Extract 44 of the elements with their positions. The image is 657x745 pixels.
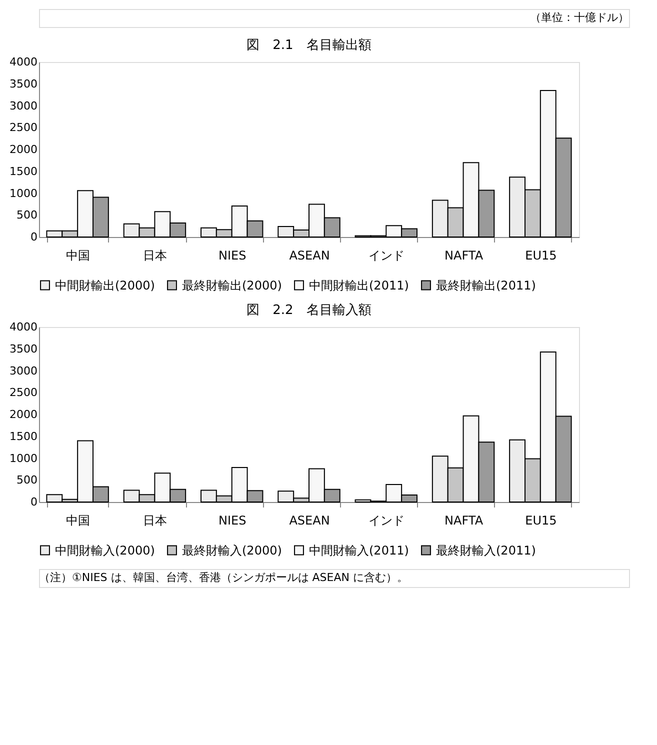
text: （単位：十億ドル）: [530, 11, 629, 24]
y-tick-label: 1500: [10, 430, 38, 443]
text: （注）①NIES は、韓国、台湾、香港（シンガポールは ASEAN に含む）。: [39, 571, 408, 584]
legend-label: 最終財輸出(2011): [436, 278, 536, 292]
y-tick-label: 1000: [10, 452, 38, 465]
legend-label: 最終財輸入(2011): [436, 543, 536, 558]
y-tick-label: 0: [30, 496, 38, 508]
legend-label: 中間財輸入(2000): [55, 543, 155, 558]
y-tick-label: 4000: [10, 56, 38, 68]
x-tick-label: NAFTA: [444, 514, 484, 528]
y-tick-label: 1500: [10, 164, 38, 178]
y-tick-label: 0: [30, 230, 38, 244]
x-tick-label: ASEAN: [289, 514, 330, 528]
y-tick-label: 3000: [10, 99, 38, 112]
y-tick-label: 2500: [10, 386, 38, 400]
y-tick-label: 2000: [10, 408, 38, 421]
legend-label: 最終財輸出(2000): [182, 278, 282, 292]
x-tick-label: NIES: [218, 514, 246, 528]
y-tick-label: 3500: [10, 77, 38, 90]
chart-title: 図 2.1 名目輸出額: [246, 38, 372, 53]
x-tick-label: ASEAN: [289, 248, 330, 262]
x-tick-label: 日本: [143, 248, 168, 262]
y-tick-label: 1000: [10, 186, 38, 200]
y-tick-label: 2000: [10, 143, 38, 156]
x-tick-label: 中国: [66, 248, 90, 262]
legend-label: 中間財輸入(2011): [309, 543, 409, 558]
x-tick-label: NAFTA: [444, 248, 484, 262]
x-tick-label: インド: [368, 248, 405, 262]
y-tick-label: 500: [16, 208, 38, 222]
x-tick-label: EU15: [525, 248, 557, 262]
y-tick-label: 2500: [10, 121, 38, 134]
x-tick-label: 日本: [143, 514, 168, 528]
y-tick-label: 4000: [10, 320, 38, 334]
y-tick-label: 3000: [10, 364, 38, 378]
x-tick-label: NIES: [218, 248, 246, 262]
chart-title: 図 2.2 名目輸入額: [246, 303, 372, 318]
legend-label: 最終財輸入(2000): [182, 543, 282, 558]
x-tick-label: 中国: [66, 514, 90, 528]
x-tick-label: インド: [368, 514, 405, 528]
y-tick-label: 500: [16, 474, 38, 487]
x-tick-label: EU15: [525, 514, 557, 528]
y-tick-label: 3500: [10, 342, 38, 356]
legend-label: 中間財輸出(2000): [55, 278, 155, 292]
legend-label: 中間財輸出(2011): [309, 278, 409, 292]
